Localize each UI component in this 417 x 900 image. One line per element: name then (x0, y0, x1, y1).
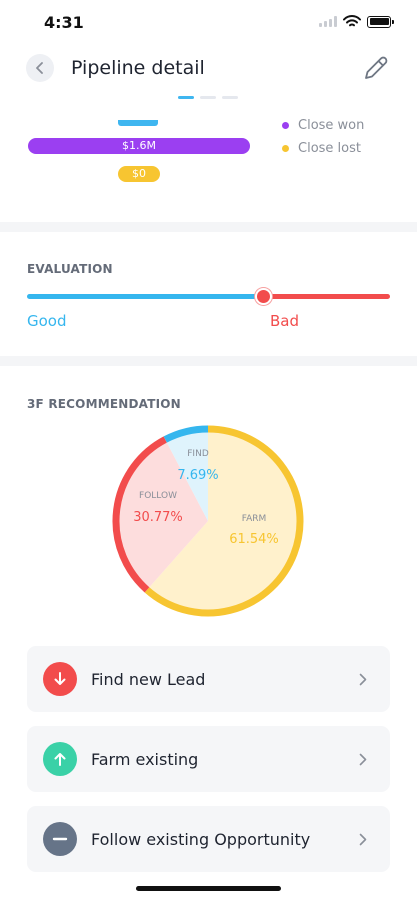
find-new-lead-card[interactable]: Find new Lead (27, 646, 390, 712)
pencil-icon (365, 56, 388, 79)
evaluation-good-segment (27, 294, 259, 299)
pipeline-bar-partial (118, 120, 158, 126)
card-label: Follow existing Opportunity (91, 829, 311, 849)
evaluation-good-label: Good (27, 312, 67, 330)
pipeline-bar-close-lost: $0 (118, 166, 160, 182)
chevron-right-icon (356, 832, 370, 846)
pie-value-farm: 61.54% (229, 532, 279, 547)
recommendation-pie-chart: FARM 61.54% FOLLOW 30.77% FIND 7.69% (112, 425, 304, 617)
back-button[interactable] (26, 54, 54, 82)
pie-slice-border-find (163, 425, 209, 443)
pie-slice-farm (146, 429, 300, 613)
evaluation-slider-thumb[interactable] (254, 288, 272, 305)
chevron-right-icon (356, 672, 370, 686)
legend-dot (282, 122, 289, 129)
legend-label: Close lost (298, 141, 361, 156)
chevron-right-icon (356, 752, 370, 766)
minus-icon (43, 822, 77, 856)
pie-slice-find (165, 429, 208, 521)
pie-value-find: 7.69% (177, 468, 218, 483)
pie-slice-border-farm (144, 425, 304, 617)
page-dot[interactable] (222, 96, 238, 99)
cellular-signal-icon (319, 16, 337, 27)
section-divider (0, 222, 417, 232)
status-bar: 4:31 (0, 0, 417, 44)
evaluation-slider[interactable] (27, 288, 390, 305)
home-indicator[interactable] (136, 886, 281, 891)
evaluation-label: EVALUATION (27, 262, 113, 276)
follow-existing-opportunity-card[interactable]: Follow existing Opportunity (27, 806, 390, 872)
wifi-icon (343, 15, 361, 27)
pie-label-find: FIND (187, 449, 209, 459)
pipeline-bar-close-won: $1.6M (28, 138, 250, 154)
pie-slice-follow (116, 439, 208, 590)
arrow-up-icon (43, 742, 77, 776)
status-icons (319, 15, 394, 28)
pipeline-chart: $1.6M $0 Close won Close lost (0, 108, 417, 220)
legend-label: Close won (298, 118, 365, 133)
page-title: Pipeline detail (71, 57, 205, 79)
farm-existing-card[interactable]: Farm existing (27, 726, 390, 792)
recommendation-label: 3F RECOMMENDATION (27, 397, 181, 411)
pie-label-farm: FARM (242, 514, 267, 524)
page-indicator[interactable] (178, 96, 238, 99)
page-dot[interactable] (178, 96, 194, 99)
legend-item-close-lost: Close lost (282, 141, 361, 156)
chevron-left-icon (36, 62, 43, 74)
pie-value-follow: 30.77% (133, 510, 183, 525)
legend-item-close-won: Close won (282, 118, 364, 133)
evaluation-bad-segment (266, 294, 390, 299)
header: Pipeline detail (0, 44, 417, 94)
status-time: 4:31 (44, 13, 84, 32)
battery-icon (367, 15, 394, 28)
pie-label-follow: FOLLOW (139, 491, 177, 501)
section-divider (0, 356, 417, 366)
arrow-down-icon (43, 662, 77, 696)
evaluation-bad-label: Bad (270, 312, 300, 330)
card-label: Farm existing (91, 749, 199, 769)
legend-dot (282, 145, 289, 152)
page-dot[interactable] (200, 96, 216, 99)
edit-button[interactable] (361, 53, 391, 83)
card-label: Find new Lead (91, 669, 206, 689)
pie-slice-border-follow (112, 436, 167, 593)
